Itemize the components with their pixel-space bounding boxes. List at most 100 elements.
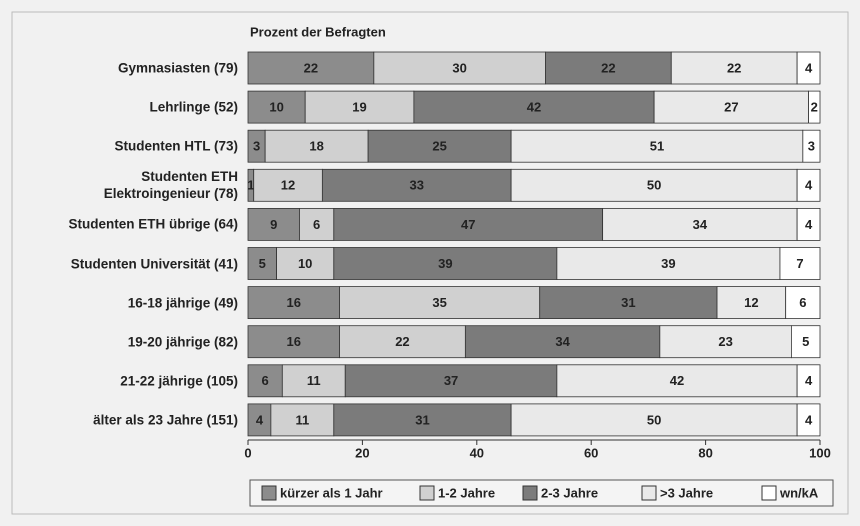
value-label: 11	[295, 412, 309, 427]
value-label: 42	[670, 373, 684, 388]
bar-segment	[808, 90, 821, 124]
value-label: 47	[461, 217, 475, 232]
value-label: 4	[805, 217, 813, 232]
value-label: 3	[253, 139, 260, 154]
legend-swatch	[419, 485, 435, 501]
bar-segment	[796, 168, 821, 202]
category-label: Studenten ETH übrige (64)	[68, 216, 238, 232]
value-label: 12	[281, 178, 295, 193]
bar-segment	[253, 168, 323, 202]
bar-segment	[802, 129, 821, 163]
value-label: 10	[298, 256, 312, 271]
legend-swatch	[261, 485, 277, 501]
value-label: 4	[805, 60, 813, 75]
bar-segment	[796, 403, 821, 437]
category-label: Lehrlinge (52)	[149, 99, 238, 115]
category-label: Studenten HTL (73)	[114, 138, 238, 154]
value-label: 1	[247, 178, 254, 193]
legend-label: 1-2 Jahre	[438, 485, 495, 500]
value-label: 22	[395, 334, 409, 349]
category-label: Studenten Universität (41)	[70, 256, 238, 271]
bar-segment	[367, 129, 512, 163]
bar-segment	[339, 325, 466, 359]
value-label: 22	[727, 60, 741, 75]
x-tick-label: 60	[584, 445, 598, 460]
bar-segment	[796, 51, 821, 85]
legend-label: >3 Jahre	[660, 485, 713, 500]
value-label: 4	[805, 373, 813, 388]
bar-segment	[321, 168, 512, 202]
bar-segment	[281, 364, 346, 398]
value-label: 16	[287, 334, 301, 349]
value-label: 51	[650, 139, 664, 154]
bar-segment	[539, 286, 718, 320]
value-label: 33	[410, 178, 424, 193]
value-label: 22	[304, 60, 318, 75]
value-label: 50	[647, 412, 661, 427]
value-label: 11	[307, 373, 321, 388]
value-label: 34	[693, 217, 708, 232]
chart-title: Prozent der Befragten	[250, 24, 386, 39]
value-label: 18	[309, 139, 323, 154]
bar-segment	[785, 286, 821, 320]
bar-segment	[653, 90, 809, 124]
value-label: 31	[621, 295, 635, 310]
value-label: 31	[415, 412, 429, 427]
value-label: 19	[352, 100, 366, 115]
value-label: 35	[432, 295, 446, 310]
legend-swatch	[641, 485, 657, 501]
legend-swatch	[522, 485, 538, 501]
category-label: Gymnasiasten (79)	[117, 60, 238, 76]
bar-segment	[264, 129, 369, 163]
value-label: 34	[555, 334, 570, 349]
value-label: 5	[802, 334, 809, 349]
bar-segment	[556, 247, 781, 280]
x-tick-label: 20	[355, 445, 369, 460]
value-label: 37	[444, 373, 458, 388]
bar-segment	[247, 325, 340, 359]
category-label: 16-18 jährige (49)	[127, 295, 238, 311]
category-label: 19-20 jährige (82)	[127, 334, 238, 350]
value-label: 4	[805, 412, 813, 427]
value-label: 4	[256, 412, 264, 427]
legend-label: wn/kA	[779, 485, 819, 500]
bar-segment	[464, 325, 661, 359]
bar-segment	[545, 51, 672, 85]
value-label: 30	[452, 60, 466, 75]
frame	[11, 11, 849, 515]
value-label: 6	[799, 295, 806, 310]
bar-segment	[556, 364, 798, 398]
value-label: 3	[808, 139, 815, 154]
bar-segment	[304, 90, 415, 124]
legend-label: 2-3 Jahre	[541, 485, 598, 500]
bar-segment	[299, 207, 335, 241]
bar-segment	[659, 325, 792, 359]
legend-label: kürzer als 1 Jahr	[280, 485, 383, 500]
bar-segment	[333, 247, 558, 280]
value-label: 9	[270, 217, 277, 232]
value-label: 4	[805, 178, 813, 193]
bar-segment	[333, 403, 512, 437]
bar-segment	[344, 364, 558, 398]
value-label: 39	[661, 256, 675, 271]
x-tick-label: 0	[244, 445, 251, 460]
bar-segment	[339, 286, 541, 320]
x-tick-label: 100	[809, 445, 831, 460]
x-tick-label: 80	[698, 445, 712, 460]
bar-segment	[247, 207, 300, 241]
bar-segment	[247, 51, 375, 85]
value-label: 25	[432, 139, 446, 154]
bar-segment	[779, 247, 821, 280]
legend-box	[249, 479, 834, 507]
value-label: 42	[527, 100, 541, 115]
value-label: 12	[744, 295, 758, 310]
bar-segment	[276, 247, 335, 280]
value-label: 23	[718, 334, 732, 349]
bar-segment	[247, 364, 283, 398]
value-label: 16	[287, 295, 301, 310]
category-label: älter als 23 Jahre (151)	[93, 412, 238, 428]
bar-segment	[510, 168, 798, 202]
category-label: Studenten ETH Elektroingenieur (78)	[103, 169, 238, 202]
